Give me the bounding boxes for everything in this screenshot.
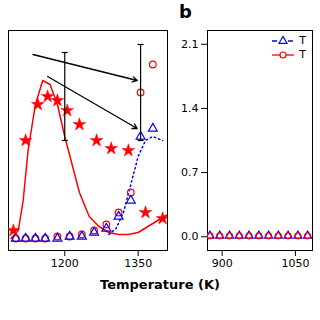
svg-text:0.0: 0.0 — [181, 230, 199, 243]
svg-text:1050: 1050 — [281, 257, 309, 270]
svg-text:0.7: 0.7 — [181, 166, 199, 179]
svg-text:1350: 1350 — [124, 257, 152, 270]
svg-text:1200: 1200 — [51, 257, 79, 270]
html-text:b: b — [179, 1, 192, 22]
svg-text:2.1: 2.1 — [181, 38, 199, 51]
html-text:Temperature (K): Temperature (K) — [100, 277, 220, 292]
svg-text:900: 900 — [212, 257, 233, 270]
html-text:T: T — [299, 48, 306, 61]
svg-text:1.4: 1.4 — [181, 102, 199, 115]
html-text:T: T — [299, 34, 306, 47]
